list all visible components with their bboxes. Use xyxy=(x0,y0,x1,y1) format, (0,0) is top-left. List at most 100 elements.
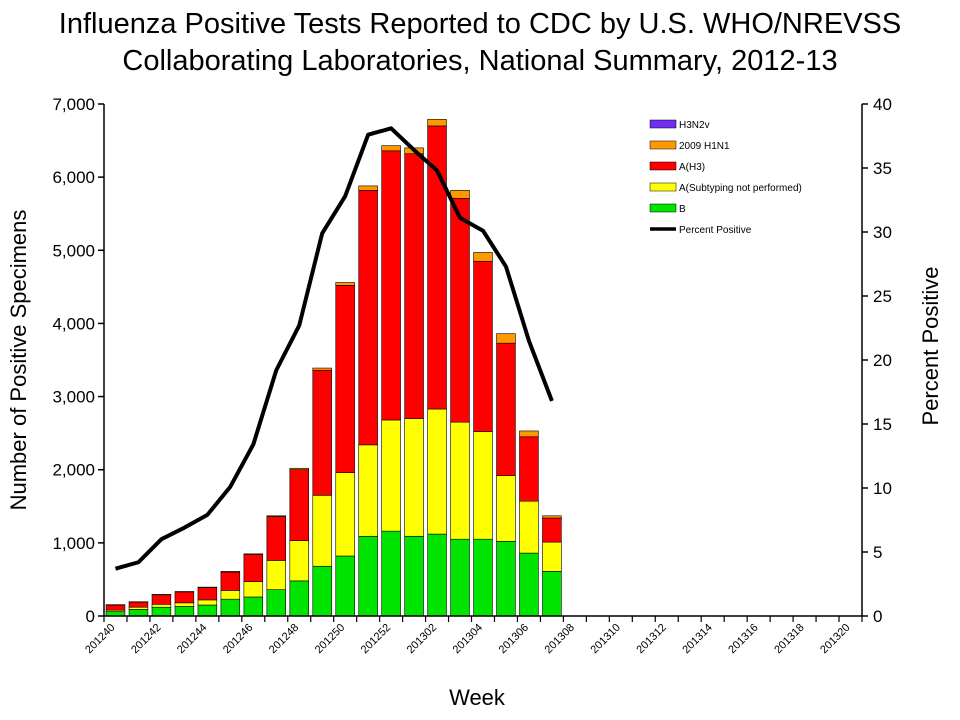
legend-label-percent-positive: Percent Positive xyxy=(679,225,752,236)
y-tick-label: 2,000 xyxy=(52,461,95,480)
bar-segment-a-subtyping-not-performed--201244 xyxy=(197,599,218,606)
x-tick-label: 201314 xyxy=(680,622,714,656)
bar-segment-a-subtyping-not-performed--201248 xyxy=(289,540,309,582)
y-tick-label: 0 xyxy=(86,607,95,626)
bar-segment-2009-h1n1-201305 xyxy=(496,333,516,344)
x-tick-label: 201252 xyxy=(359,622,393,656)
bar-segment-a-h3--201250 xyxy=(335,285,355,473)
bar-segment-2009-h1n1-201250 xyxy=(335,282,355,286)
bar-segment-a-subtyping-not-performed--201305 xyxy=(496,475,516,542)
bar-segment-2009-h1n1-201306 xyxy=(519,430,539,438)
bar-segment-a-h3--201252 xyxy=(381,150,401,421)
legend-label-a-subtyping-not-performed-: A(Subtyping not performed) xyxy=(679,183,802,194)
y2-axis-title: Percent Positive xyxy=(918,267,943,426)
legend-label-h3n2v: H3N2v xyxy=(679,120,710,131)
bar-segment-a-subtyping-not-performed--201307 xyxy=(542,541,562,572)
bar-segment-2009-h1n1-201251 xyxy=(358,185,378,191)
bar-segment-a-subtyping-not-performed--201250 xyxy=(335,472,355,557)
bar-segment-a-h3--201246 xyxy=(243,554,264,582)
percent-positive-line xyxy=(114,126,554,571)
bar-segment-a-h3--201242 xyxy=(151,594,172,605)
bar-segment-a-h3--201241 xyxy=(128,601,149,608)
y2-tick-label: 15 xyxy=(873,415,892,434)
bar-segment-2009-h1n1-201302 xyxy=(427,119,447,127)
bar-segment-2009-h1n1-201245 xyxy=(220,571,241,573)
y-axis-title: Number of Positive Specimens xyxy=(6,210,31,511)
bar-segment-2009-h1n1-201303 xyxy=(450,190,470,199)
bar-segment-a-subtyping-not-performed--201247 xyxy=(266,560,286,590)
bar-segment-b-201301 xyxy=(404,535,424,617)
bar-segment-2009-h1n1-201307 xyxy=(542,515,562,519)
bar-segment-b-201242 xyxy=(151,606,172,617)
bar-segment-a-subtyping-not-performed--201304 xyxy=(473,431,493,540)
bar-segment-b-201305 xyxy=(496,541,516,617)
bar-segment-a-h3--201306 xyxy=(519,436,539,502)
legend-label-a-h3-: A(H3) xyxy=(679,162,705,173)
bar-segment-2009-h1n1-201304 xyxy=(473,252,493,262)
bar-segment-a-subtyping-not-performed--201242 xyxy=(151,603,172,608)
x-tick-label: 201304 xyxy=(451,622,485,656)
legend-swatch-h3n2v xyxy=(649,119,677,129)
bar-segment-a-h3--201304 xyxy=(473,260,493,432)
y2-tick-label: 40 xyxy=(873,95,892,114)
x-tick-label: 201320 xyxy=(818,622,852,656)
y-tick-label: 7,000 xyxy=(52,95,95,114)
x-tick-label: 201302 xyxy=(405,622,439,656)
legend-swatch-b xyxy=(649,203,677,213)
bar-segment-a-h3--201303 xyxy=(450,198,470,423)
y-tick-label: 4,000 xyxy=(52,314,95,333)
y2-tick-label: 10 xyxy=(873,479,892,498)
bar-segment-2009-h1n1-201249 xyxy=(312,367,332,371)
bar-segment-a-subtyping-not-performed--201243 xyxy=(174,602,195,607)
bar-segment-2009-h1n1-201246 xyxy=(243,553,264,555)
bar-segment-a-subtyping-not-performed--201302 xyxy=(427,408,447,535)
bar-segment-b-201248 xyxy=(289,580,309,617)
bar-segment-a-subtyping-not-performed--201241 xyxy=(128,606,149,610)
bar-segment-a-h3--201249 xyxy=(312,369,332,496)
bar-segment-a-h3--201240 xyxy=(105,604,126,611)
bar-segment-b-201246 xyxy=(243,596,264,617)
bar-segment-b-201250 xyxy=(335,555,355,617)
bar-segment-2009-h1n1-201248 xyxy=(289,467,309,471)
y-tick-label: 5,000 xyxy=(52,241,95,260)
chart-title-line-2: Collaborating Laboratories, National Sum… xyxy=(122,45,838,77)
axes-group: 0 1,000 2,000 3,000 4,000 5,000 6,000 7,000 0 5 10… xyxy=(52,95,891,656)
x-tick-label: 201318 xyxy=(772,622,806,656)
bar-segment-a-h3--201243 xyxy=(174,591,195,604)
legend: H3N2v 2009 H1N1 A(H3) A(Subtyping not perfo… xyxy=(649,119,802,236)
bar-segment-b-201304 xyxy=(473,538,493,617)
x-axis-title: Week xyxy=(449,685,506,710)
x-tick-label: 201316 xyxy=(726,622,760,656)
bar-segment-a-subtyping-not-performed--201306 xyxy=(519,500,539,554)
bar-segment-a-subtyping-not-performed--201303 xyxy=(450,421,470,540)
x-tick-label: 201312 xyxy=(634,622,668,656)
y2-tick-label: 30 xyxy=(873,223,892,242)
x-tick-label: 201246 xyxy=(221,622,255,656)
legend-label-b: B xyxy=(679,204,686,215)
bar-segment-b-201241 xyxy=(128,609,149,617)
bar-segment-a-subtyping-not-performed--201251 xyxy=(358,444,378,537)
y-tick-label: 1,000 xyxy=(52,534,95,553)
y2-tick-label: 20 xyxy=(873,351,892,370)
bar-segment-2009-h1n1-201252 xyxy=(381,145,401,152)
bar-segment-a-subtyping-not-performed--201301 xyxy=(404,418,424,537)
y2-tick-label: 5 xyxy=(873,543,882,562)
legend-swatch-2009-h1n1 xyxy=(649,140,677,150)
bar-segment-a-subtyping-not-performed--201245 xyxy=(220,590,241,600)
chart-title-line-1: Influenza Positive Tests Reported to CDC… xyxy=(58,8,902,40)
bar-segment-b-201251 xyxy=(358,535,378,617)
x-tick-label: 201306 xyxy=(497,622,531,656)
bar-segment-b-201249 xyxy=(312,565,332,617)
bar-segment-a-subtyping-not-performed--201249 xyxy=(312,495,332,567)
y-tick-label: 6,000 xyxy=(52,168,95,187)
bar-segment-b-201245 xyxy=(220,598,241,617)
legend-swatch-a-h3- xyxy=(649,161,677,171)
y-tick-label: 3,000 xyxy=(52,388,95,407)
x-tick-label: 201240 xyxy=(83,622,117,656)
bar-segment-a-h3--201305 xyxy=(496,342,516,476)
bar-segment-a-h3--201251 xyxy=(358,190,378,446)
x-tick-label: 201250 xyxy=(313,622,347,656)
bar-segment-b-201302 xyxy=(427,533,447,617)
x-tick-label: 201308 xyxy=(543,622,577,656)
